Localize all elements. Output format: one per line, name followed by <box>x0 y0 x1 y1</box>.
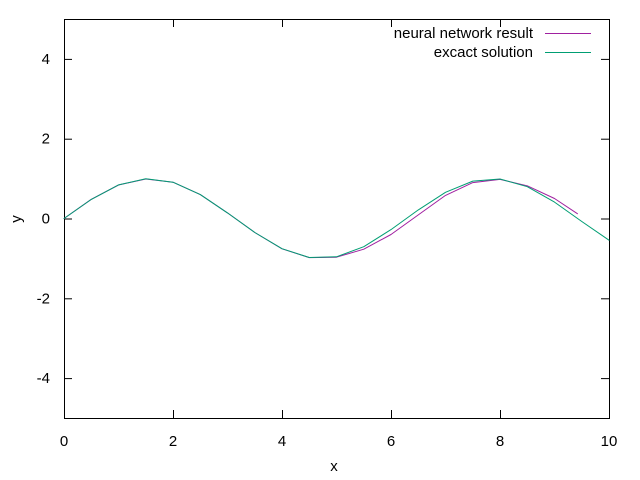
series-lines <box>63 178 610 259</box>
x-tick-label: 2 <box>169 433 177 450</box>
y-tick-label: 4 <box>42 51 50 68</box>
legend: neural network result excact solution <box>394 25 591 61</box>
series-line-1 <box>63 178 610 258</box>
y-axis-label: y <box>8 215 25 223</box>
axis-ticks: 0 2 4 6 8 10 -4 -2 0 2 4 <box>37 19 618 450</box>
y-tick-label: -4 <box>37 370 50 387</box>
x-tick-label: 8 <box>496 433 504 450</box>
y-tick-label: 0 <box>42 211 50 228</box>
y-tick-label: 2 <box>42 131 50 148</box>
legend-label-0: neural network result <box>394 25 534 42</box>
series-line-0 <box>63 178 578 259</box>
x-tick-label: 6 <box>387 433 395 450</box>
x-axis-label: x <box>330 458 338 475</box>
x-tick-label: 0 <box>60 433 68 450</box>
x-tick-label: 4 <box>278 433 286 450</box>
legend-label-1: excact solution <box>434 44 533 61</box>
plot-frame <box>64 19 610 419</box>
x-tick-label: 10 <box>601 433 618 450</box>
y-tick-label: -2 <box>37 290 50 307</box>
